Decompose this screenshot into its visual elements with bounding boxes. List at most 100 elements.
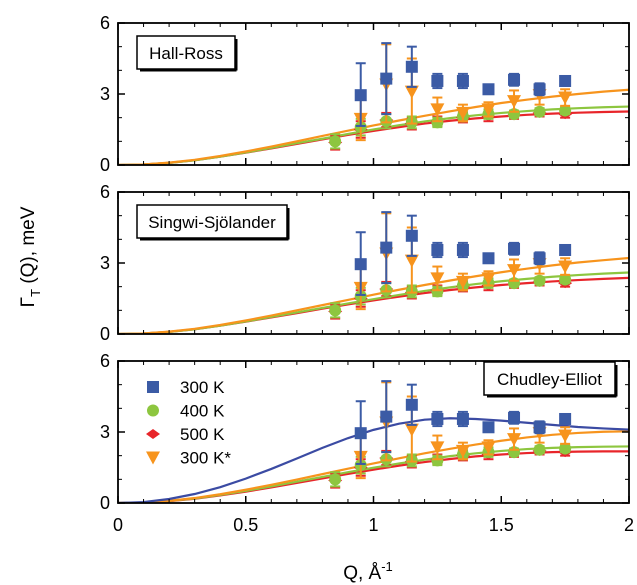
data-point [559,74,572,87]
data-point [533,443,546,456]
legend-marker [146,451,160,465]
y-axis-title-subscript: T [28,289,43,297]
series-300k [354,380,572,465]
x-axis-title-superscript: -1 [381,559,393,574]
data-point [455,106,470,120]
data-point [354,258,367,271]
panel-label: Hall-Ross [149,44,223,63]
panel-3: 0 0.5 1 1.5 2 0 3 6 Chudley-Elliot 300 K 400 K 500 … [100,351,634,535]
y-axis-title: ΓT (Q), meV [18,206,43,307]
data-point [404,254,419,268]
data-point [533,421,546,434]
data-point [431,285,444,298]
legend-label: 500 K [180,425,225,444]
y-axis-title-rest: (Q), meV [18,206,39,289]
data-point [456,243,469,256]
data-point [482,83,495,96]
data-point [481,103,496,117]
data-point [559,442,572,455]
series-300k [354,42,572,127]
x-tick-label: 1 [368,515,378,535]
y-tick-label: 3 [100,84,110,104]
data-point [354,427,367,440]
legend-marker [147,381,159,393]
panel-label: Singwi-Sjölander [148,213,276,232]
model-curve-300k [118,256,629,334]
model-curves [118,256,629,334]
x-axis-title: Q, Å-1 [343,559,393,584]
data-point [507,95,522,109]
panel-2: 0 3 6 Singwi-Sjölander [100,182,630,344]
data-point [329,473,342,486]
data-point [507,264,522,278]
data-point [533,83,546,96]
data-point [380,410,393,423]
y-tick-label: 3 [100,253,110,273]
data-point [431,412,444,425]
legend-label: 300 K [180,378,225,397]
data-point [430,272,445,286]
panel-label-box [483,361,616,396]
data-point [404,85,419,99]
data-point [380,72,393,85]
data-point [431,454,444,467]
data-point [329,304,342,317]
y-tick-label: 3 [100,422,110,442]
panel-label: Chudley-Elliot [497,370,602,389]
model-curve-300k [118,88,629,165]
data-point [533,252,546,265]
y-tick-label: 6 [100,351,110,371]
model-curve-300k [118,430,629,503]
data-point [456,74,469,87]
panel-label-box [136,204,288,239]
data-point [558,91,573,105]
series-300k [354,211,572,296]
legend-marker [146,429,160,439]
panel-1: 0 3 6 Hall-Ross [100,13,630,175]
data-point [508,411,521,424]
y-tick-label: 6 [100,13,110,33]
model-curve-400k [118,105,629,165]
legend: 300 K 400 K 500 K 300 K* [146,378,231,468]
data-point [405,398,418,411]
data-point [455,444,470,458]
model-curve-500k [118,110,629,165]
data-point [558,260,573,274]
data-point [482,421,495,434]
data-point [431,116,444,129]
data-point [482,252,495,265]
data-point [559,412,572,425]
data-point [405,229,418,242]
data-point [329,135,342,148]
legend-label: 400 K [180,402,225,421]
y-tick-label: 0 [100,324,110,344]
data-point [481,441,496,455]
x-tick-label: 2 [624,515,634,535]
y-tick-label: 6 [100,182,110,202]
data-point [558,429,573,443]
x-tick-label: 1.5 [489,515,514,535]
model-curve-500k [118,276,629,334]
y-tick-label: 0 [100,155,110,175]
data-point [430,103,445,117]
data-point [481,272,496,286]
data-point [404,423,419,437]
y-tick-label: 0 [100,493,110,513]
panels: 0 3 6 Hall-Ross 0 3 6 Singwi-Sjölander 0 0.5 1 1.5 2… [100,13,634,535]
data-point [431,74,444,87]
data-point [559,273,572,286]
data-point [430,441,445,455]
data-point [507,433,522,447]
legend-label: 300 K* [180,449,231,468]
data-point [456,412,469,425]
data-point [508,242,521,255]
data-point [354,89,367,102]
data-point [455,275,470,289]
x-tick-label: 0 [113,515,123,535]
data-point [559,104,572,117]
legend-marker [147,404,159,417]
data-point [380,241,393,254]
data-point [559,243,572,256]
data-point [533,274,546,287]
